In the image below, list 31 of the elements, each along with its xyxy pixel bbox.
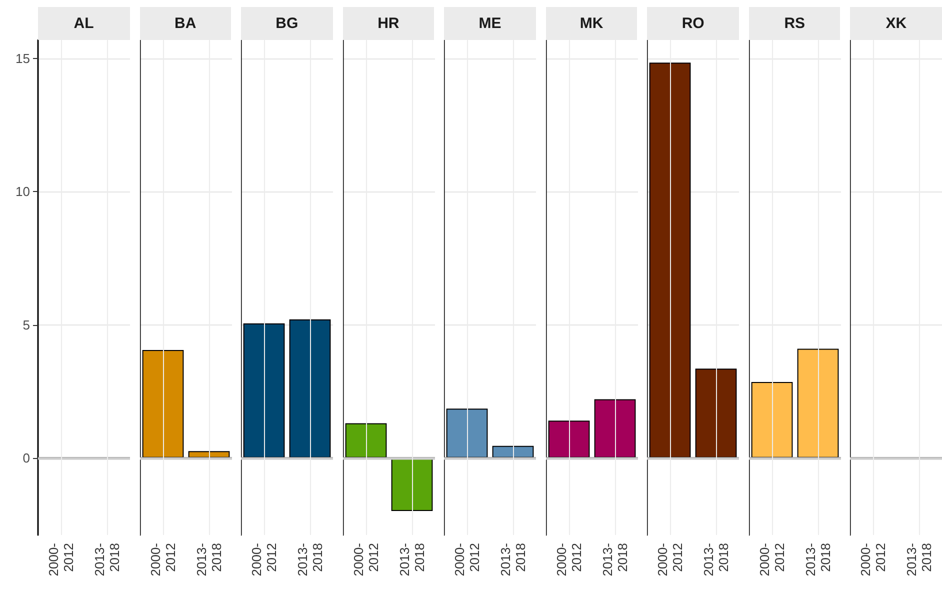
x-tick-label: 2013- 2018 [498, 543, 528, 576]
x-tick-label: 2000- 2012 [756, 543, 787, 576]
chart-title: HR [342, 7, 434, 40]
x-tick-label: 2013- 2018 [904, 543, 934, 576]
x-tick-label: 2013- 2018 [701, 543, 732, 576]
chart-title: MK [546, 7, 638, 40]
chart-title: XK [850, 7, 942, 40]
x-tick-label: 2013- 2018 [396, 543, 427, 576]
x-tick-label: 2000- 2012 [46, 543, 76, 576]
x-tick-label: 2000- 2012 [452, 543, 482, 576]
x-tick-label: 2013- 2018 [295, 543, 326, 576]
x-tick-label: 2000- 2012 [249, 543, 280, 576]
x-tick-label: 2013- 2018 [600, 543, 630, 576]
y-tick-label: 15 [16, 51, 30, 66]
chart-title: BG [241, 7, 333, 40]
x-tick-label: 2013- 2018 [802, 543, 833, 576]
y-tick-label: 5 [22, 317, 30, 332]
x-tick-label: 2000- 2012 [148, 543, 178, 576]
y-tick-label: 0 [22, 450, 30, 466]
x-tick-label: 2000- 2012 [858, 543, 888, 576]
chart-title: RS [748, 7, 840, 40]
chart-title: ME [444, 7, 536, 40]
chart-title: RO [647, 7, 739, 40]
x-tick-label: 2000- 2012 [554, 543, 584, 576]
x-tick-label: 2013- 2018 [194, 543, 224, 576]
x-tick-label: 2000- 2012 [350, 543, 381, 576]
x-tick-label: 2013- 2018 [92, 543, 122, 576]
x-tick-label: 2000- 2012 [655, 543, 686, 576]
chart-title: AL [38, 7, 130, 40]
y-tick-label: 10 [16, 184, 30, 200]
chart-title: BA [140, 7, 232, 40]
